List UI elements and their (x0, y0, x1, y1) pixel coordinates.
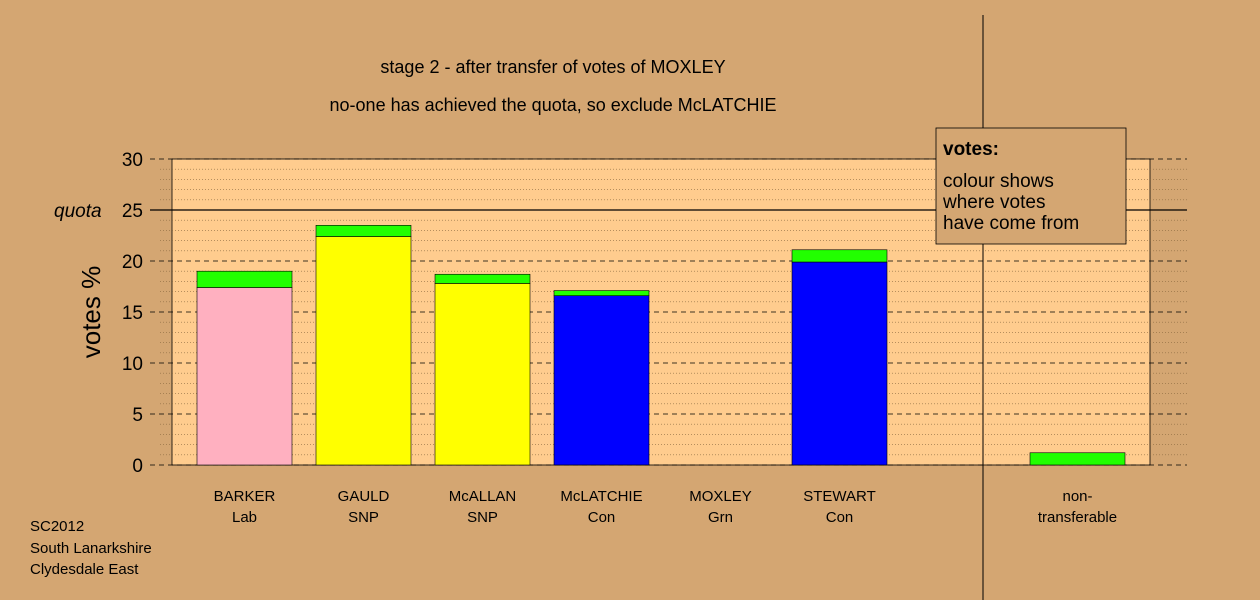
x-tick-line: BARKER (214, 488, 276, 505)
quota-label: quota (54, 201, 102, 222)
x-tick-line: non- (1062, 488, 1092, 505)
footer: SC2012 South Lanarkshire Clydesdale East (30, 518, 152, 578)
x-tick-label: MOXLEY Grn (689, 488, 752, 526)
y-tick-label: 0 (132, 456, 143, 477)
y-tick-label: 15 (122, 303, 143, 324)
footer-line: SC2012 (30, 518, 84, 535)
x-tick-line: McALLAN (449, 488, 517, 505)
legend-title: votes: (943, 139, 999, 160)
x-tick-line: STEWART (803, 488, 876, 505)
bar-segment (791, 249, 888, 263)
y-axis-label: votes % (76, 266, 106, 359)
x-tick-line: Con (826, 509, 854, 526)
y-tick-label: 30 (122, 150, 143, 171)
legend-text: colour shows (943, 171, 1054, 192)
x-tick-label: STEWART Con (803, 488, 876, 526)
y-tick-label: 10 (122, 354, 143, 375)
x-tick-line: SNP (467, 509, 498, 526)
legend-text: where votes (942, 192, 1045, 213)
bar-segment (196, 270, 293, 288)
y-tick-label: 5 (132, 405, 143, 426)
legend-text: have come from (943, 213, 1079, 234)
legend-box (935, 127, 1127, 245)
footer-line: South Lanarkshire (30, 540, 152, 557)
x-tick-line: Lab (232, 509, 257, 526)
x-tick-line: SNP (348, 509, 379, 526)
x-tick-label: BARKER Lab (214, 488, 276, 526)
bar-segment (791, 261, 888, 466)
bar-segment (553, 290, 650, 296)
bar-segment (196, 287, 293, 466)
x-tick-line: McLATCHIE (560, 488, 642, 505)
x-tick-line: MOXLEY (689, 488, 752, 505)
chart-subtitle: no-one has achieved the quota, so exclud… (330, 95, 777, 115)
y-tick-label: 20 (122, 252, 143, 273)
x-tick-label: McLATCHIE Con (560, 488, 642, 526)
bar-segment (1029, 452, 1126, 466)
bar-segment (315, 225, 412, 237)
chart-title: stage 2 - after transfer of votes of MOX… (380, 57, 725, 77)
bar-segment (434, 283, 531, 466)
y-tick-label: 25 (122, 201, 143, 222)
bar-segment (434, 273, 531, 284)
x-tick-line: Grn (708, 509, 733, 526)
x-tick-label: non-transferable (1038, 488, 1117, 526)
x-tick-label: McALLAN SNP (449, 488, 517, 526)
x-tick-line: Con (588, 509, 616, 526)
footer-line: Clydesdale East (30, 561, 139, 578)
bar-segment (315, 236, 412, 466)
x-tick-label: GAULD SNP (338, 488, 390, 526)
x-tick-line: transferable (1038, 509, 1117, 526)
bar-segment (553, 295, 650, 466)
x-tick-line: GAULD (338, 488, 390, 505)
